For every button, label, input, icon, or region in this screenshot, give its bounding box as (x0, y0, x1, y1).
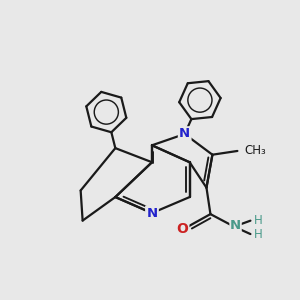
Text: N: N (230, 219, 241, 232)
Text: H: H (254, 227, 262, 241)
Text: N: N (179, 128, 190, 140)
Text: CH₃: CH₃ (245, 145, 267, 158)
Text: H: H (254, 214, 262, 227)
Text: N: N (146, 207, 158, 220)
Text: O: O (176, 222, 188, 236)
